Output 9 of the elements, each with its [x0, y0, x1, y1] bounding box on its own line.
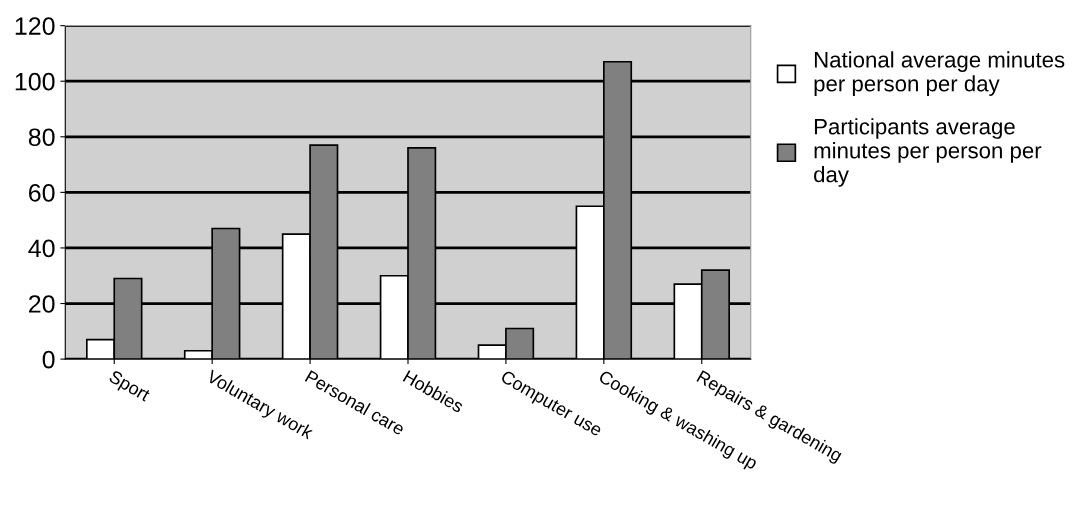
y-tick-label: 0: [42, 350, 55, 369]
y-tick-label: 60: [29, 183, 55, 202]
y-tick-label: 120: [15, 17, 55, 35]
legend-label: Participants average minutes per person per day: [814, 118, 1042, 187]
y-tick-label: 80: [28, 128, 55, 147]
y-tick-label: 100: [15, 72, 55, 91]
legend-label: National average minutes per person per day: [814, 51, 1065, 96]
y-tick-label: 40: [28, 239, 55, 258]
y-tick-label: 20: [29, 295, 55, 313]
